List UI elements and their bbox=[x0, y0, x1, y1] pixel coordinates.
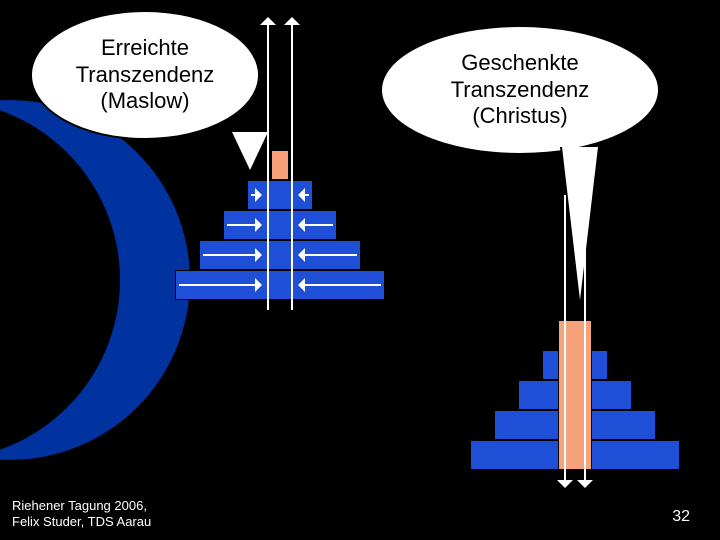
pyramid-maslow-side-arrow-right-1 bbox=[305, 254, 357, 256]
bubble-christus-tail bbox=[562, 147, 598, 300]
footer-credit: Riehener Tagung 2006,Felix Studer, TDS A… bbox=[12, 498, 151, 529]
bubble-maslow-tail bbox=[232, 132, 268, 170]
pyramid-christus-arrow-0 bbox=[564, 195, 566, 480]
pyramid-maslow-level-4 bbox=[271, 150, 289, 180]
pyramid-maslow-side-arrow-left-2 bbox=[227, 224, 255, 226]
pyramid-christus-arrow-1 bbox=[584, 195, 586, 480]
page-number: 32 bbox=[672, 508, 690, 526]
pyramid-christus-arrowhead-0 bbox=[557, 480, 573, 488]
pyramid-maslow-arrow-0 bbox=[267, 25, 269, 310]
pyramid-maslow-side-arrow-left-0 bbox=[179, 284, 255, 286]
pyramid-maslow-arrow-1 bbox=[291, 25, 293, 310]
pyramid-maslow-arrowhead-1 bbox=[284, 17, 300, 25]
crescent-moon bbox=[0, 100, 190, 460]
pyramid-maslow-arrowhead-0 bbox=[260, 17, 276, 25]
bubble-christus-text: GeschenkteTranszendenz(Christus) bbox=[451, 50, 590, 129]
bubble-christus: GeschenkteTranszendenz(Christus) bbox=[380, 25, 660, 155]
pyramid-maslow-side-arrow-right-3 bbox=[305, 194, 309, 196]
bubble-maslow-text: ErreichteTranszendenz(Maslow) bbox=[76, 35, 215, 114]
bubble-maslow: ErreichteTranszendenz(Maslow) bbox=[30, 10, 260, 140]
pyramid-christus-arrowhead-1 bbox=[577, 480, 593, 488]
pyramid-maslow-side-arrow-right-2 bbox=[305, 224, 333, 226]
pyramid-maslow-side-arrow-left-1 bbox=[203, 254, 255, 256]
pyramid-maslow-side-arrow-right-0 bbox=[305, 284, 381, 286]
